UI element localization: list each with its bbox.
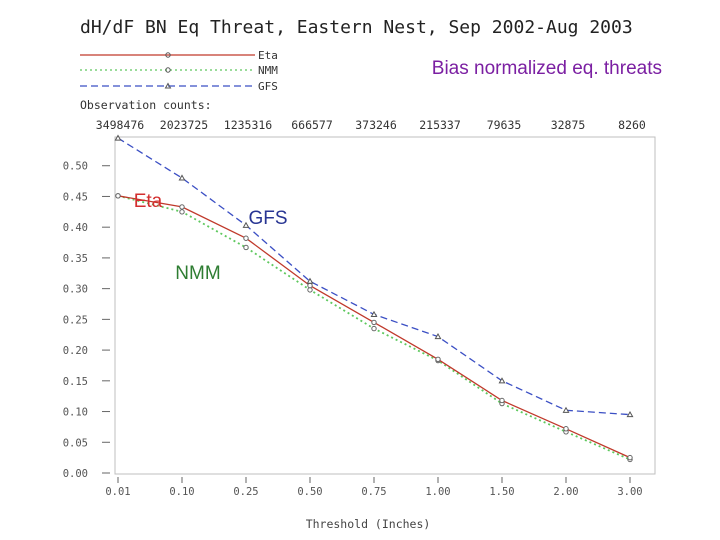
data-point-eta — [115, 193, 121, 199]
x-axis-label: Threshold (Inches) — [306, 517, 431, 531]
observation-count: 215337 — [419, 118, 461, 132]
y-tick-label: 0.35 — [63, 253, 88, 265]
observation-count: 79635 — [487, 118, 522, 132]
observation-count: 3498476 — [96, 118, 145, 132]
legend-marker — [165, 52, 171, 58]
data-point-eta — [179, 204, 185, 210]
x-tick-label: 1.50 — [489, 486, 514, 498]
observation-counts-row: 3498476 2023725 1235316 666577 373246 215337 7… — [96, 118, 646, 132]
data-point-gfs — [370, 310, 378, 317]
observation-count: 373246 — [355, 118, 397, 132]
observation-count: 666577 — [291, 118, 333, 132]
x-tick-label: 1.00 — [425, 486, 450, 498]
legend-entry: Eta — [258, 49, 278, 62]
data-point-eta — [563, 426, 569, 432]
observation-count: 32875 — [551, 118, 586, 132]
observation-count: 2023725 — [160, 118, 208, 132]
data-point-gfs — [498, 377, 506, 384]
data-point-nmm — [243, 244, 249, 251]
x-tick-label: 0.75 — [361, 486, 386, 498]
data-point-gfs — [306, 277, 314, 284]
data-point-gfs — [178, 174, 186, 181]
chart-title: dH/dF BN Eq Threat, Eastern Nest, Sep 20… — [80, 17, 633, 38]
data-point-gfs — [626, 411, 634, 418]
data-point-eta — [243, 235, 249, 241]
legend: Eta NMM GFS — [80, 49, 278, 93]
data-point-gfs — [562, 406, 570, 413]
legend-entry: NMM — [258, 64, 278, 77]
annotation-gfs: GFS — [248, 208, 287, 229]
y-tick-label: 0.25 — [63, 314, 88, 326]
y-tick-label: 0.40 — [63, 222, 88, 234]
data-point-eta — [371, 319, 377, 326]
data-point-gfs — [434, 332, 442, 340]
plot-frame — [114, 136, 656, 475]
series-layer — [114, 134, 634, 463]
x-tick-label: 0.10 — [169, 486, 194, 498]
observation-count: 8260 — [618, 118, 646, 132]
y-tick-label: 0.10 — [63, 407, 88, 419]
y-tick-label: 0.50 — [63, 161, 88, 173]
x-tick-label: 3.00 — [617, 486, 642, 498]
y-axis: 0.00 0.05 0.10 0.15 0.20 0.25 0.30 0.35 0.40 0.45… — [63, 161, 110, 480]
x-tick-label: 0.50 — [297, 486, 322, 498]
legend-marker — [164, 82, 172, 89]
x-tick-label: 0.25 — [233, 486, 258, 498]
y-tick-label: 0.20 — [63, 345, 88, 357]
y-tick-label: 0.00 — [63, 468, 88, 480]
legend-entry: GFS — [258, 80, 278, 93]
data-point-nmm — [307, 287, 313, 293]
x-tick-label: 0.01 — [105, 486, 130, 498]
annotation-nmm: NMM — [175, 263, 220, 284]
subtitle-annotation: Bias normalized eq. threats — [432, 58, 662, 79]
observation-count: 1235316 — [224, 118, 273, 132]
data-point-eta — [307, 282, 313, 289]
y-tick-label: 0.15 — [63, 376, 88, 388]
annotation-eta: Eta — [134, 191, 163, 212]
x-tick-label: 2.00 — [553, 486, 578, 498]
data-point-gfs — [114, 134, 122, 141]
data-point-gfs — [242, 221, 250, 228]
observation-counts-label: Observation counts: — [80, 98, 212, 112]
y-tick-label: 0.45 — [63, 191, 88, 203]
y-tick-label: 0.05 — [63, 437, 88, 449]
data-point-nmm — [179, 209, 185, 215]
data-point-eta — [499, 397, 505, 404]
data-point-eta — [435, 356, 441, 363]
data-point-eta — [627, 454, 633, 461]
x-axis: 0.01 0.10 0.25 0.50 0.75 1.00 1.50 2.00 3.00 — [105, 477, 643, 498]
y-tick-label: 0.30 — [63, 284, 88, 296]
data-point-nmm — [371, 325, 377, 332]
legend-marker — [165, 67, 171, 73]
